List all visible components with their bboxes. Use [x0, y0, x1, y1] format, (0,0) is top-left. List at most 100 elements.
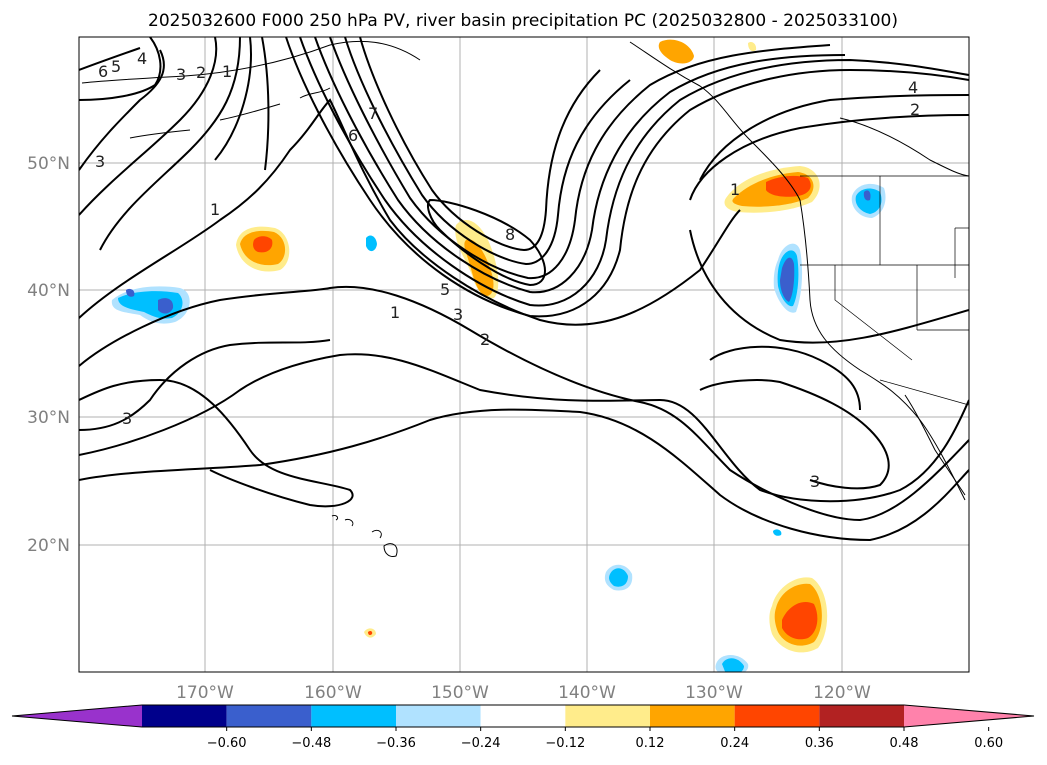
colorbar-bin	[650, 705, 735, 727]
precip-blob-pos	[766, 175, 811, 197]
colorbar-tick-label: −0.48	[291, 736, 331, 751]
lat-label: 30°N	[27, 408, 70, 428]
colorbar: −0.60 −0.48 −0.36 −0.24 −0.12 0.12 0.24 0.36 0.4…	[11, 704, 1035, 751]
pv-contour-1b	[79, 98, 741, 326]
precip-blob-neg	[855, 188, 882, 214]
lat-labels: 50°N 40°N 30°N 20°N	[27, 154, 70, 556]
contour-label: 1	[222, 62, 232, 81]
precip-blob-pos	[782, 601, 818, 640]
precip-blob-neg	[773, 529, 782, 536]
contour-label: 6	[98, 62, 108, 81]
colorbar-bin	[226, 705, 312, 727]
pv-contour-2f	[699, 94, 969, 181]
precip-blob-pos	[748, 41, 757, 52]
precip-blob-neg	[158, 298, 174, 314]
coastlines	[81, 40, 969, 557]
colorbar-bin	[142, 705, 227, 727]
lat-label: 50°N	[27, 154, 70, 174]
pv-contour-1c	[99, 37, 241, 251]
pv-contour-1d	[261, 37, 270, 171]
colorbar-bin	[734, 705, 820, 727]
precip-blob-pos	[658, 39, 694, 64]
lon-label: 120°W	[813, 683, 871, 703]
map-title: 2025032600 F000 250 hPa PV, river basin …	[148, 11, 898, 31]
pv-contour-3	[79, 378, 354, 508]
pv-contour-1g	[689, 229, 969, 344]
pv-contour-1f	[689, 114, 969, 201]
coastline-aleutian	[299, 87, 331, 99]
precip-blob-neg	[863, 190, 871, 201]
map-area: 6 5 4 3 2 1 3 7 6 1 8 5 3 1 2 4 2 1 3 3	[79, 37, 969, 672]
contour-label: 2	[480, 330, 490, 349]
lon-labels: 170°W 160°W 150°W 140°W 130°W 120°W	[176, 683, 871, 703]
pv-contour-2c	[79, 37, 218, 216]
colorbar-tick-label: 0.36	[805, 736, 834, 751]
contour-label: 3	[95, 152, 105, 171]
contour-label: 7	[368, 104, 378, 123]
lon-label: 130°W	[685, 683, 743, 703]
coastline-hawaii	[331, 515, 339, 521]
contour-label: 3	[122, 409, 132, 428]
pv-contour-3b	[79, 339, 331, 431]
pv-contour-1	[79, 285, 969, 522]
coastline-west-us	[799, 199, 966, 501]
lon-label: 140°W	[558, 683, 616, 703]
coastline-alaska	[81, 40, 421, 84]
colorbar-bin	[819, 705, 904, 727]
colorbar-tick-label: −0.24	[461, 736, 501, 751]
pv-contour-6	[79, 47, 141, 71]
precip-blob-neg	[780, 257, 795, 302]
lon-label: 150°W	[431, 683, 489, 703]
coastline-aleutian	[219, 103, 281, 121]
coastline-hawaii	[371, 529, 382, 539]
pv-contour-4e	[314, 37, 846, 294]
contour-label: 1	[730, 180, 740, 199]
contour-label: 2	[196, 63, 206, 82]
pv-contour-3e	[299, 37, 969, 307]
contour-label: 3	[453, 305, 463, 324]
colorbar-tick-label: 0.60	[974, 736, 1003, 751]
lon-label: 170°W	[176, 683, 234, 703]
pv-contours	[79, 37, 969, 542]
precip-blob-pos	[368, 630, 373, 636]
coastline-hawaii	[383, 543, 398, 557]
lat-label: 40°N	[27, 281, 70, 301]
lat-label: 20°N	[27, 536, 70, 556]
colorbar-tick-label: 0.12	[636, 736, 665, 751]
pv-contour-4	[79, 37, 162, 101]
contour-label: 8	[505, 225, 515, 244]
lon-label: 160°W	[304, 683, 362, 703]
pv-contour-2b	[79, 408, 969, 542]
precip-blob-neg	[126, 288, 135, 297]
contour-label: 6	[348, 126, 358, 145]
pv-contour-5e	[329, 37, 831, 280]
pv-contour-2e	[285, 37, 969, 318]
pv-contour-2	[79, 353, 969, 503]
colorbar-bin	[480, 705, 566, 727]
map-frame	[78, 36, 970, 673]
pv-contour-7e	[359, 37, 601, 252]
contour-label: 5	[111, 57, 121, 76]
colorbar-extend-low	[12, 705, 142, 727]
contour-labels: 6 5 4 3 2 1 3 7 6 1 8 5 3 1 2 4 2 1 3 3	[95, 49, 920, 491]
precip-blob-neg	[366, 235, 377, 252]
colorbar-bin	[311, 705, 396, 727]
colorbar-tick-label: 0.24	[720, 736, 749, 751]
precip-blob-neg	[722, 658, 744, 672]
colorbar-extend-high	[904, 705, 1034, 727]
coastline-aleutian	[129, 129, 191, 139]
contour-label: 1	[210, 200, 220, 219]
contour-label: 4	[137, 49, 147, 68]
pv-contour-3f	[699, 379, 890, 490]
contour-label: 1	[390, 303, 400, 322]
pv-contour-8	[427, 198, 546, 287]
contour-label: 3	[176, 65, 186, 84]
colorbar-tick-label: −0.12	[545, 736, 585, 751]
colorbar-tick-label: −0.36	[376, 736, 416, 751]
precip-blob-neg	[609, 568, 628, 587]
colorbar-bin	[396, 705, 481, 727]
coastline-interior	[839, 117, 969, 177]
colorbar-tick-label: 0.48	[890, 736, 919, 751]
contour-label: 5	[440, 280, 450, 299]
